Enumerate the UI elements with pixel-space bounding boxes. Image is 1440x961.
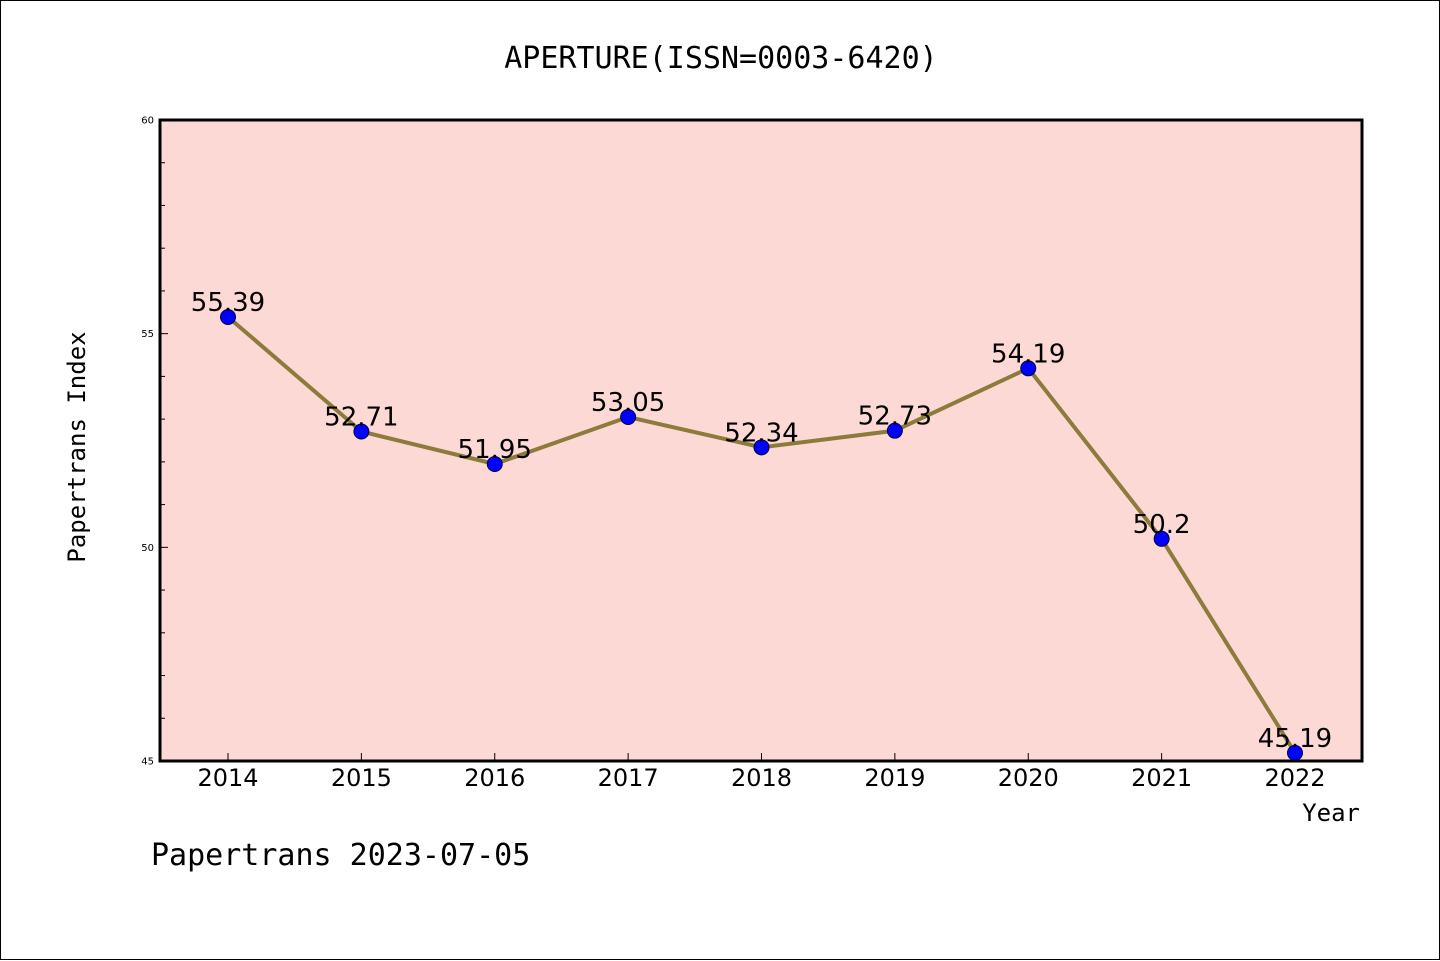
- x-axis: 2014 2015 2016 2017 2018 2019 2020 2021 2022: [197, 753, 1326, 792]
- data-point: [220, 309, 236, 326]
- y-tick-label: 50: [141, 543, 154, 554]
- data-point: [620, 408, 637, 425]
- chart-title: APERTURE(ISSN=0003-6420): [504, 41, 937, 76]
- data-label: 51.95: [458, 435, 532, 465]
- data-label: 55.39: [191, 288, 265, 318]
- data-point: [1020, 360, 1037, 377]
- y-tick-label: 60: [141, 116, 154, 127]
- x-tick-label: 2015: [331, 764, 392, 792]
- x-tick-label: 2016: [464, 764, 525, 792]
- x-tick-label: 2017: [598, 764, 659, 792]
- data-label: 53.05: [591, 388, 665, 418]
- x-tick-label: 2022: [1264, 764, 1325, 792]
- data-markers: [220, 309, 1303, 761]
- data-label: 52.73: [858, 402, 932, 432]
- x-tick-label: 2020: [998, 764, 1059, 792]
- data-label: 52.34: [724, 418, 798, 448]
- x-tick-label: 2019: [864, 764, 925, 792]
- plot-border: [158, 118, 1364, 763]
- x-axis-label: Year: [1302, 799, 1360, 827]
- data-point: [886, 422, 903, 439]
- x-tick-label: 2018: [731, 764, 792, 792]
- data-point: [1153, 530, 1170, 547]
- footer-credit: Papertrans 2023-07-05: [151, 838, 530, 873]
- x-tick-label: 2021: [1131, 764, 1192, 792]
- y-tick-label: 45: [141, 757, 154, 768]
- data-labels: 55.39 52.71 51.95 53.05 52.34 52.73 54.19 50.2 4…: [191, 288, 1332, 754]
- data-label: 52.71: [324, 403, 398, 433]
- data-point: [486, 456, 503, 473]
- x-tick-label: 2014: [197, 764, 258, 792]
- data-point: [353, 423, 370, 440]
- y-tick-label: 55: [141, 329, 154, 340]
- y-axis-label: Papertrans Index: [63, 331, 91, 562]
- data-label: 45.19: [1258, 724, 1332, 754]
- data-label: 50.2: [1133, 510, 1191, 540]
- data-point: [753, 439, 770, 456]
- data-label: 54.19: [991, 339, 1065, 369]
